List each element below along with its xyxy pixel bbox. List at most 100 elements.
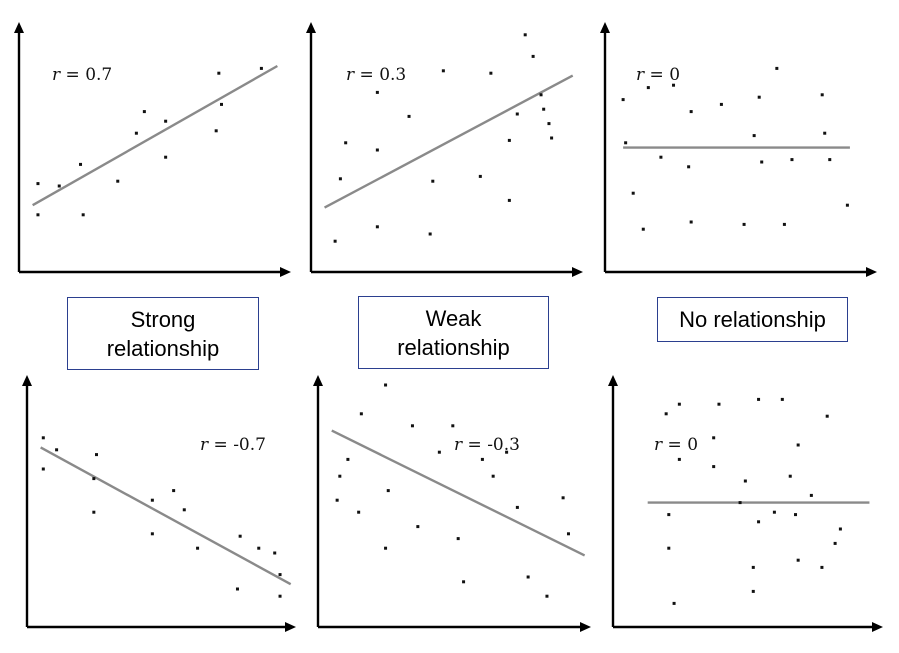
data-point bbox=[833, 541, 837, 545]
data-point bbox=[410, 424, 414, 428]
correlation-label: r = -0.3 bbox=[454, 435, 520, 455]
data-point bbox=[677, 457, 681, 461]
caption-strong-relationship: Strong relationship bbox=[67, 297, 259, 370]
data-point bbox=[542, 107, 546, 111]
correlation-label: r = 0.3 bbox=[346, 65, 406, 85]
data-point bbox=[214, 129, 218, 133]
data-point bbox=[489, 71, 493, 75]
data-point bbox=[624, 141, 628, 145]
data-point bbox=[667, 546, 671, 550]
data-point bbox=[809, 493, 813, 497]
data-point bbox=[515, 505, 519, 509]
scatter-panel-none-bottom: r = 0 bbox=[608, 375, 883, 632]
x-axis-arrow-icon bbox=[572, 267, 583, 277]
data-point bbox=[441, 69, 445, 73]
data-point bbox=[751, 565, 755, 569]
data-point bbox=[667, 513, 671, 517]
data-point bbox=[823, 131, 827, 135]
data-point bbox=[134, 131, 138, 135]
x-axis-arrow-icon bbox=[872, 622, 883, 632]
data-point bbox=[386, 489, 390, 493]
data-point bbox=[359, 412, 363, 416]
data-point bbox=[257, 546, 261, 550]
scatter-panel-weak-positive: r = 0.3 bbox=[306, 22, 583, 277]
data-point bbox=[480, 457, 484, 461]
scatter-panel-none-top: r = 0 bbox=[600, 22, 877, 277]
data-point bbox=[775, 66, 779, 70]
data-point bbox=[278, 594, 282, 598]
data-point bbox=[825, 414, 829, 418]
data-point bbox=[838, 527, 842, 531]
data-point bbox=[507, 198, 511, 202]
data-point bbox=[81, 213, 85, 217]
data-point bbox=[150, 498, 154, 502]
data-point bbox=[641, 227, 645, 231]
data-point bbox=[41, 436, 45, 440]
trend-line bbox=[32, 64, 278, 207]
data-point bbox=[531, 54, 535, 58]
data-point bbox=[333, 239, 337, 243]
data-point bbox=[664, 412, 668, 416]
scatter-panel-weak-negative: r = -0.3 bbox=[313, 375, 591, 632]
y-axis-arrow-icon bbox=[608, 375, 618, 386]
x-axis-arrow-icon bbox=[285, 622, 296, 632]
scatter-panel-strong-positive: r = 0.7 bbox=[14, 22, 291, 277]
data-point bbox=[57, 184, 61, 188]
correlation-label: r = 0 bbox=[654, 435, 698, 455]
data-point bbox=[672, 83, 676, 87]
data-point bbox=[456, 537, 460, 541]
data-point bbox=[437, 450, 441, 454]
data-point bbox=[407, 114, 411, 118]
data-point bbox=[523, 33, 527, 37]
data-point bbox=[788, 474, 792, 478]
data-point bbox=[712, 465, 716, 469]
data-point bbox=[757, 520, 761, 524]
data-point bbox=[79, 162, 83, 166]
data-point bbox=[220, 102, 223, 106]
trend-line bbox=[331, 429, 586, 557]
data-point bbox=[743, 479, 747, 483]
data-point bbox=[478, 174, 482, 178]
data-point bbox=[751, 589, 755, 593]
x-axis-arrow-icon bbox=[280, 267, 291, 277]
data-point bbox=[752, 134, 756, 138]
data-point bbox=[796, 443, 800, 447]
caption-weak-relationship: Weak relationship bbox=[358, 296, 549, 369]
data-point bbox=[384, 383, 388, 387]
data-point bbox=[95, 453, 98, 457]
data-point bbox=[757, 397, 761, 401]
correlation-label: r = 0 bbox=[636, 65, 680, 85]
data-point bbox=[526, 575, 530, 579]
data-point bbox=[92, 477, 96, 481]
data-point bbox=[182, 508, 186, 512]
data-point bbox=[278, 573, 282, 577]
data-point bbox=[357, 510, 361, 514]
data-point bbox=[828, 158, 832, 162]
data-point bbox=[738, 501, 742, 505]
correlation-label: r = -0.7 bbox=[200, 435, 266, 455]
data-point bbox=[36, 182, 40, 186]
data-point bbox=[92, 510, 96, 514]
data-point bbox=[790, 158, 794, 162]
data-point bbox=[36, 213, 40, 217]
data-point bbox=[845, 203, 849, 207]
data-point bbox=[491, 474, 495, 478]
data-point bbox=[375, 90, 379, 94]
data-point bbox=[689, 220, 693, 224]
data-point bbox=[547, 122, 551, 126]
data-point bbox=[545, 594, 549, 598]
data-point bbox=[515, 112, 519, 116]
data-point bbox=[416, 525, 420, 529]
data-point bbox=[338, 177, 342, 181]
data-point bbox=[561, 496, 565, 500]
trend-line bbox=[40, 446, 292, 586]
y-axis-arrow-icon bbox=[14, 22, 24, 33]
data-point bbox=[164, 155, 168, 159]
data-point bbox=[780, 397, 784, 401]
correlation-label: r = 0.7 bbox=[52, 65, 112, 85]
data-point bbox=[677, 402, 681, 406]
data-point bbox=[235, 587, 239, 591]
caption-no-relationship: No relationship bbox=[657, 297, 848, 342]
data-point bbox=[505, 450, 509, 454]
data-point bbox=[719, 102, 723, 106]
